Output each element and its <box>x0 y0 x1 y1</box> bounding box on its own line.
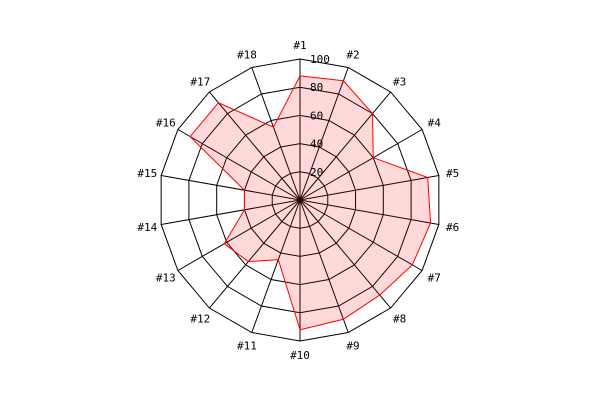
category-label-4: #4 <box>428 117 442 130</box>
category-label-2: #2 <box>346 48 359 61</box>
category-label-14: #14 <box>137 221 157 234</box>
radial-tick-label: 100 <box>310 53 330 66</box>
category-label-9: #9 <box>346 340 359 353</box>
radial-tick-label: 60 <box>310 109 323 122</box>
category-label-10: #10 <box>290 349 310 362</box>
category-label-8: #8 <box>393 313 406 326</box>
category-label-18: #18 <box>237 48 257 61</box>
category-label-17: #17 <box>190 75 210 88</box>
category-label-16: #16 <box>156 117 176 130</box>
category-label-7: #7 <box>428 272 441 285</box>
category-label-6: #6 <box>446 221 459 234</box>
category-label-15: #15 <box>137 167 157 180</box>
radial-tick-label: 20 <box>310 166 323 179</box>
category-label-11: #11 <box>237 340 257 353</box>
radial-tick-label: 40 <box>310 138 323 151</box>
category-label-3: #3 <box>393 75 406 88</box>
category-label-1: #1 <box>293 39 306 52</box>
category-label-12: #12 <box>190 313 210 326</box>
category-label-5: #5 <box>446 167 459 180</box>
radial-tick-label: 80 <box>310 81 323 94</box>
category-label-13: #13 <box>156 272 176 285</box>
